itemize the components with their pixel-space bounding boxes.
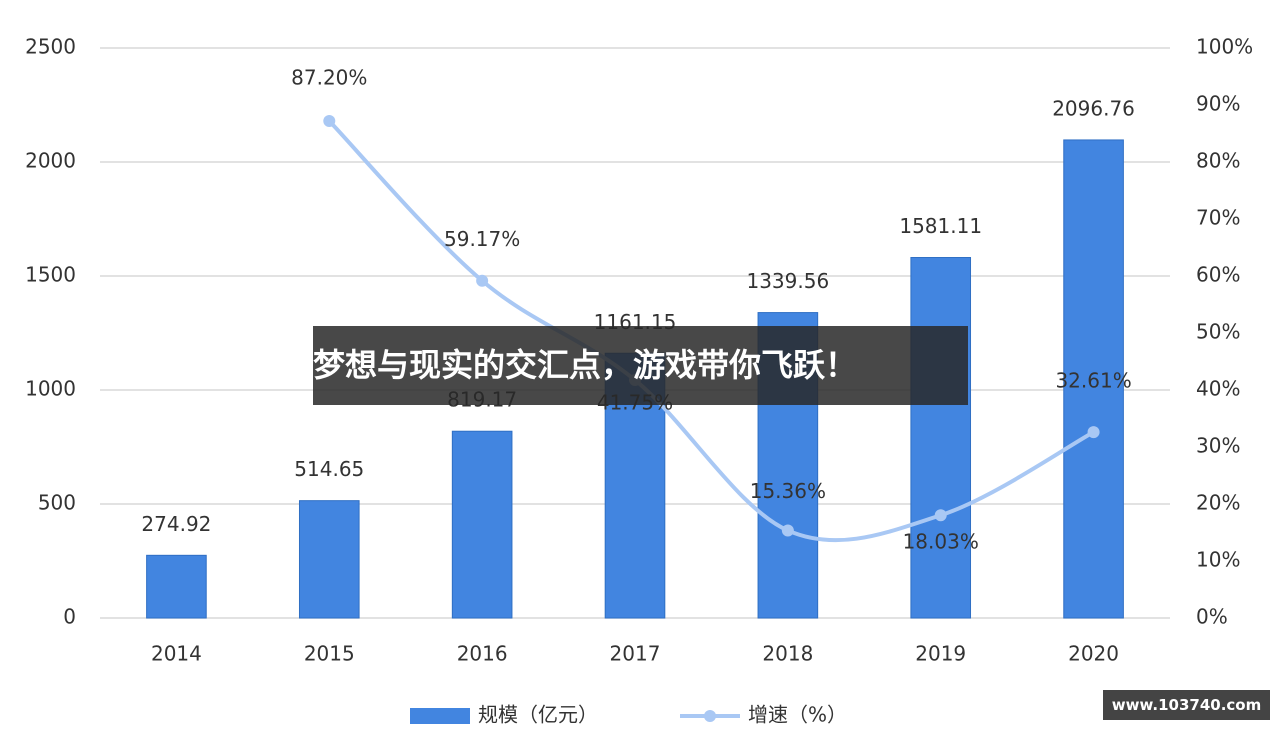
bar: [298, 500, 360, 619]
data-label: 1339.56: [746, 269, 829, 293]
line-point: [781, 524, 794, 537]
data-label: 1581.11: [899, 214, 982, 238]
data-label: 59.17%: [444, 227, 520, 251]
y2-tick-label: 30%: [1196, 434, 1240, 458]
y-tick-label: 1000: [25, 377, 76, 401]
x-tick-label: 2020: [1068, 642, 1119, 666]
y2-tick-label: 90%: [1196, 92, 1240, 116]
y-tick-label: 1500: [25, 263, 76, 287]
y2-tick-label: 70%: [1196, 206, 1240, 230]
data-label: 32.61%: [1055, 369, 1131, 393]
site-badge: www.103740.com: [1103, 690, 1270, 720]
x-tick-label: 2016: [457, 642, 508, 666]
bar: [451, 430, 513, 619]
data-label: 274.92: [141, 512, 211, 536]
y2-tick-label: 60%: [1196, 263, 1240, 287]
line: [327, 119, 1095, 543]
legend-label: 增速（%）: [748, 703, 847, 727]
y-tick-label: 0: [63, 605, 76, 629]
data-label: 514.65: [294, 457, 364, 481]
legend-swatch: [410, 708, 470, 724]
y2-tick-label: 50%: [1196, 320, 1240, 344]
y-tick-label: 2500: [25, 35, 76, 59]
line-point: [476, 274, 489, 287]
x-tick-label: 2018: [762, 642, 813, 666]
legend-label: 规模（亿元）: [478, 703, 598, 727]
y2-tick-label: 100%: [1196, 35, 1253, 59]
y2-tick-label: 10%: [1196, 548, 1240, 572]
y2-tick-label: 40%: [1196, 377, 1240, 401]
bar: [146, 554, 207, 619]
x-tick-label: 2017: [610, 642, 661, 666]
y2-tick-label: 80%: [1196, 149, 1240, 173]
x-tick-label: 2015: [304, 642, 355, 666]
legend-swatch: [704, 710, 716, 722]
x-tick-label: 2019: [915, 642, 966, 666]
y-tick-label: 2000: [25, 149, 76, 173]
y2-tick-label: 20%: [1196, 491, 1240, 515]
data-label: 18.03%: [903, 530, 979, 554]
bar: [1063, 139, 1124, 619]
line-point: [1087, 426, 1100, 439]
y2-tick-label: 0%: [1196, 605, 1228, 629]
y-tick-label: 500: [38, 491, 76, 515]
data-label: 15.36%: [750, 479, 826, 503]
line-point: [934, 509, 947, 522]
banner: 梦想与现实的交汇点，游戏带你飞跃！: [313, 326, 968, 405]
data-label: 87.20%: [291, 65, 367, 89]
bar: [910, 257, 972, 619]
line-point: [323, 114, 336, 127]
x-tick-label: 2014: [151, 642, 202, 666]
data-label: 2096.76: [1052, 96, 1135, 120]
